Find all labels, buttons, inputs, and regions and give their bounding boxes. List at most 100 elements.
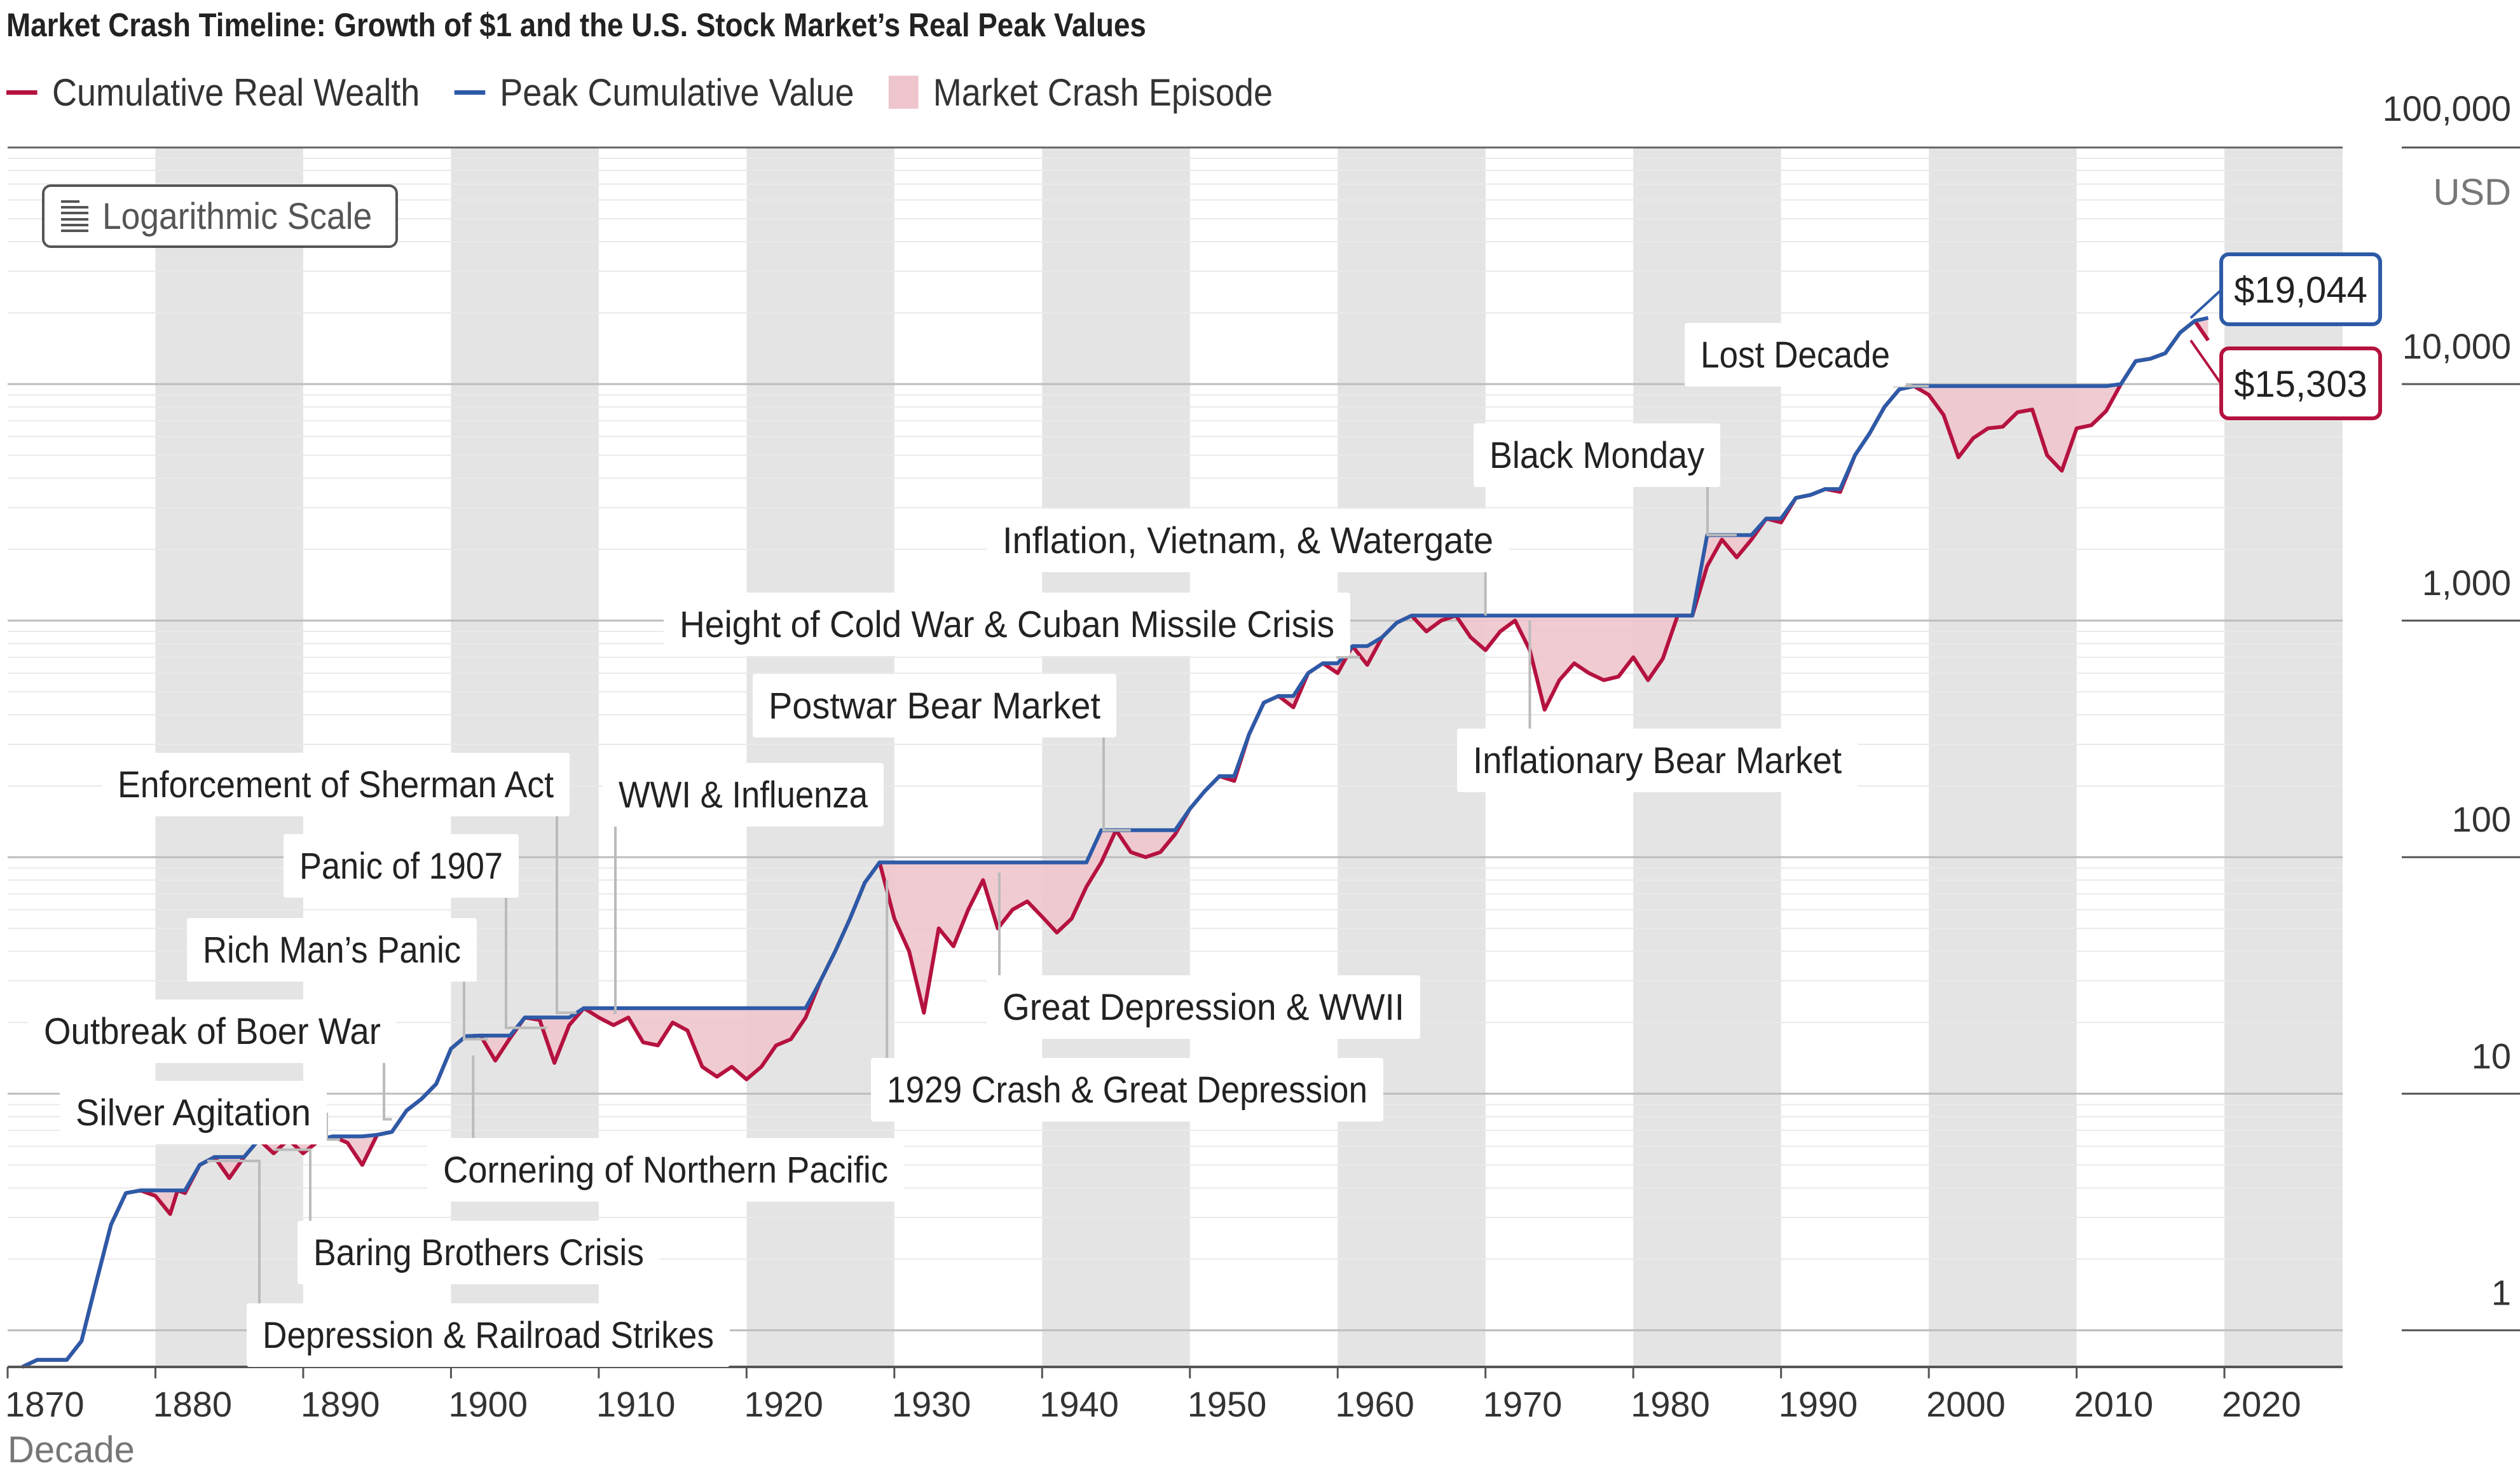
annotation-box <box>60 1081 327 1144</box>
x-tick-label: 1970 <box>1483 1384 1563 1424</box>
end-labels: $19,044 $15,303 <box>2189 252 2382 420</box>
x-tick-label: 1990 <box>1779 1384 1858 1424</box>
y-tick-label: 100,000 <box>2383 88 2511 128</box>
annotation-label: Cornering of Northern Pacific <box>443 1149 888 1191</box>
x-tick-label: 1950 <box>1188 1384 1267 1424</box>
crash-episode-fills <box>22 318 2208 1367</box>
x-tick-label: 2020 <box>2222 1384 2301 1424</box>
annotation-leader <box>383 1063 392 1121</box>
annotation-box <box>28 999 397 1063</box>
scale-toggle-button[interactable]: Logarithmic Scale <box>42 184 398 248</box>
end-label-text: $19,044 <box>2234 270 2367 311</box>
annotation-label: Panic of 1907 <box>299 846 503 887</box>
y-tick-label: 1 <box>2491 1272 2511 1312</box>
legend-episode-swatch-icon <box>888 76 919 109</box>
annotation-box <box>603 763 884 827</box>
legend-peak-label: Peak Cumulative Value <box>500 71 854 114</box>
y-tick-label: 1,000 <box>2422 563 2511 603</box>
list-icon <box>61 200 88 232</box>
scale-toggle-label: Logarithmic Scale <box>102 195 373 237</box>
legend-episode-label: Market Crash Episode <box>933 71 1273 114</box>
annotation-postwar-bear-market: Postwar Bear Market <box>753 674 1131 832</box>
annotation-leader <box>505 898 547 1029</box>
end-label-text: $15,303 <box>2234 364 2367 405</box>
annotation-box <box>247 1303 730 1367</box>
crash-episode-area <box>22 318 2208 1367</box>
x-tick-label: 1920 <box>744 1384 823 1424</box>
annotation-leader <box>1336 655 1360 659</box>
annotation-label: Great Depression & WWII <box>1003 987 1404 1028</box>
annotation-label: Lost Decade <box>1701 334 1890 376</box>
legend-item-peak[interactable]: Peak Cumulative Value <box>454 71 854 114</box>
peak-end-label: $19,044 <box>2189 252 2382 326</box>
annotation-label: Rich Man’s Panic <box>203 930 461 971</box>
annotation-black-monday: Black Monday <box>1474 423 1737 537</box>
x-tick-label: 1960 <box>1335 1384 1414 1424</box>
annotation-label: Black Monday <box>1489 435 1704 476</box>
legend-item-wealth[interactable]: Cumulative Real Wealth <box>6 71 420 114</box>
annotations: Depression & Railroad Strikes Baring Brot… <box>28 323 1929 1367</box>
legend: Cumulative Real Wealth Peak Cumulative V… <box>6 70 1307 114</box>
end-label-leader <box>2189 340 2222 385</box>
annotation-1929-crash: 1929 Crash & Great Depression <box>871 880 1383 1122</box>
annotation-leader <box>1102 738 1131 832</box>
annotation-label: Height of Cold War & Cuban Missile Crisi… <box>680 604 1334 645</box>
annotation-leader <box>997 872 1001 975</box>
annotation-leader <box>613 827 617 1014</box>
annotation-leader <box>556 816 577 1014</box>
x-tick-label: 2000 <box>1926 1384 2006 1424</box>
axes: 1870 1880 1890 1900 1910 1920 1930 1940 1950 1960… <box>5 88 2520 1471</box>
x-tick-label: 1890 <box>301 1384 380 1424</box>
annotation-wwi-influenza: WWI & Influenza <box>603 763 884 1014</box>
decade-band <box>1042 148 1190 1367</box>
annotation-label: Enforcement of Sherman Act <box>118 764 554 806</box>
annotation-box <box>1685 323 1906 387</box>
end-label-leader <box>2189 289 2222 319</box>
y-tick-label: 100 <box>2452 799 2511 839</box>
annotation-label: Baring Brothers Crisis <box>313 1232 644 1273</box>
annotation-box <box>987 509 1509 572</box>
x-tick-label: 2010 <box>2074 1384 2154 1424</box>
annotation-rich-mans-panic: Rich Man’s Panic <box>187 918 488 1041</box>
decade-band <box>2224 148 2343 1367</box>
annotation-leader <box>1706 487 1737 537</box>
annotation-outbreak-of-boer-war: Outbreak of Boer War <box>28 999 397 1121</box>
annotation-label: 1929 Crash & Great Depression <box>887 1069 1367 1111</box>
decade-band <box>1929 148 2077 1367</box>
x-tick-label: 1880 <box>153 1384 232 1424</box>
y-tick-label: 10 <box>2472 1036 2511 1076</box>
wealth-end-label: $15,303 <box>2189 340 2382 420</box>
x-tick-label: 1940 <box>1039 1384 1119 1424</box>
annotation-box <box>187 918 477 982</box>
legend-peak-line-icon <box>454 90 485 95</box>
y-axis-unit: USD <box>2434 172 2511 213</box>
annotation-depression-railroad-strikes: Depression & Railroad Strikes <box>207 1159 730 1367</box>
legend-wealth-line-icon <box>6 90 38 95</box>
annotation-cornering-northern-pacific: Cornering of Northern Pacific <box>427 1055 904 1202</box>
annotation-baring-brothers-crisis: Baring Brothers Crisis <box>273 1148 660 1284</box>
end-label-box <box>2219 252 2382 326</box>
annotation-inflationary-bear-market: Inflationary Bear Market <box>1457 621 1858 792</box>
x-tick-label: 1980 <box>1631 1384 1710 1424</box>
x-axis-title: Decade <box>8 1429 135 1471</box>
x-tick-label: 1870 <box>5 1384 85 1424</box>
annotation-label: Inflation, Vietnam, & Watergate <box>1003 520 1493 561</box>
annotation-lost-decade: Lost Decade <box>1685 323 1929 388</box>
annotation-label: Inflationary Bear Market <box>1473 740 1842 781</box>
annotation-box <box>664 593 1350 656</box>
annotation-silver-agitation: Silver Agitation <box>60 1081 341 1144</box>
legend-item-episode[interactable]: Market Crash Episode <box>888 71 1273 114</box>
annotation-panic-of-1907: Panic of 1907 <box>284 834 547 1029</box>
annotation-box <box>284 834 519 898</box>
annotation-enforcement-sherman-act: Enforcement of Sherman Act <box>102 753 577 1014</box>
x-tick-label: 1900 <box>448 1384 528 1424</box>
annotation-box <box>102 753 570 816</box>
y-tick-label: 10,000 <box>2402 326 2511 366</box>
annotation-cold-war: Height of Cold War & Cuban Missile Crisi… <box>664 593 1360 659</box>
annotation-label: Depression & Railroad Strikes <box>263 1315 714 1356</box>
legend-wealth-label: Cumulative Real Wealth <box>52 71 420 114</box>
annotation-label: Silver Agitation <box>76 1092 311 1134</box>
annotation-inflation-vietnam-watergate: Inflation, Vietnam, & Watergate <box>987 509 1509 616</box>
annotation-box <box>753 674 1116 738</box>
annotation-label: Postwar Bear Market <box>769 685 1100 727</box>
